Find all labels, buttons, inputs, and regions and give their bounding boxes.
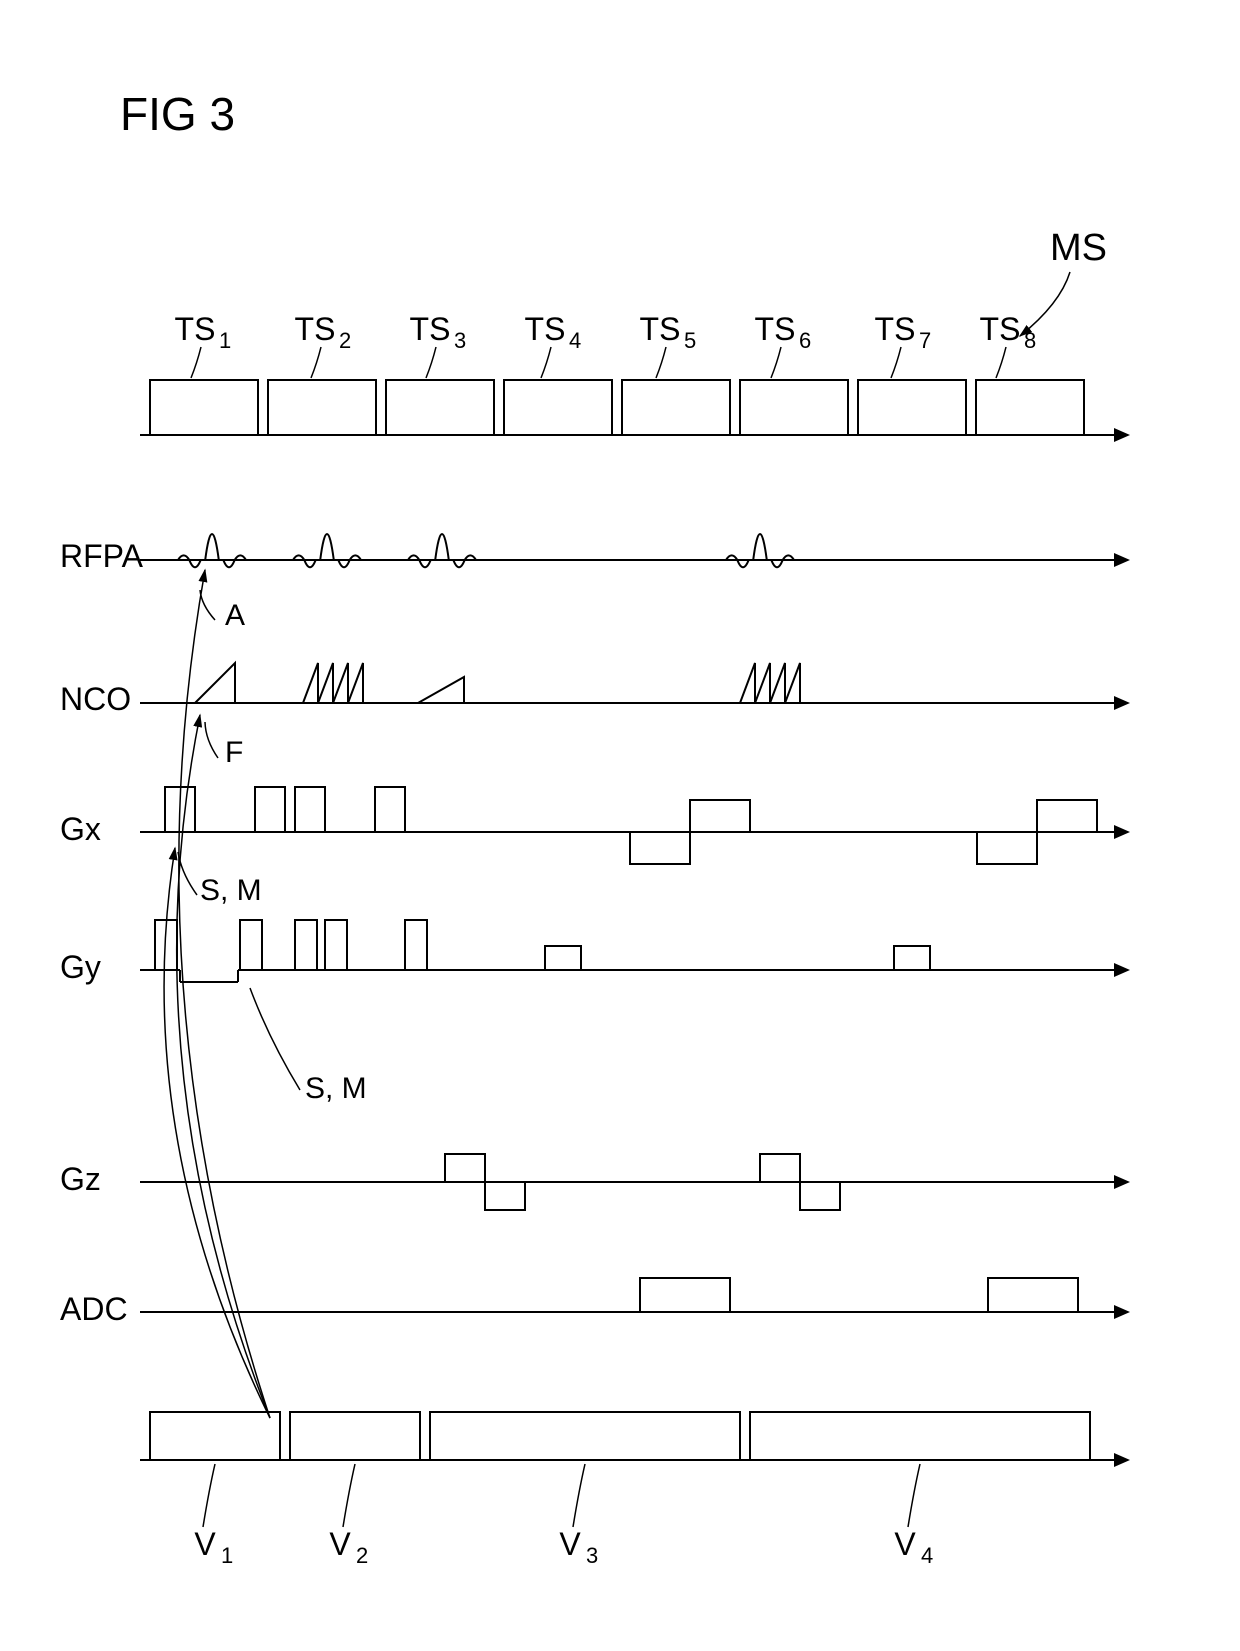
ms-arrow [1020,272,1070,336]
callout-label: A [225,599,245,632]
ts-label: TS2 [295,311,352,353]
row-label: NCO [60,681,131,717]
link-curve [179,570,270,1418]
figure-svg: FIG 3MSTS1TS2TS3TS4TS5TS6TS7TS8RFPANCOGx… [0,0,1240,1651]
v-box [290,1412,420,1460]
svg-text:V: V [329,1526,351,1562]
rf-pulse [293,534,361,567]
svg-text:TS: TS [755,311,796,347]
gy-pulse [325,920,347,970]
v-box [430,1412,740,1460]
callout-label: S, M [305,1072,367,1105]
v-box [750,1412,1090,1460]
svg-text:4: 4 [921,1543,933,1568]
svg-text:TS: TS [410,311,451,347]
ts-label: TS7 [875,311,932,353]
gy-pulse [405,920,427,970]
nco-ramp [740,663,800,703]
gx-pulse [255,787,285,832]
gx-pulse [295,787,325,832]
svg-text:4: 4 [569,328,581,353]
ts-box [386,380,494,435]
svg-text:7: 7 [919,328,931,353]
adc-window [640,1278,730,1312]
ts-label: TS5 [640,311,697,353]
ts-box [268,380,376,435]
row-label: Gz [60,1161,101,1197]
svg-text:V: V [894,1526,916,1562]
rf-pulse [408,534,476,567]
svg-text:6: 6 [799,328,811,353]
svg-text:TS: TS [175,311,216,347]
ts-label: TS8 [980,311,1037,353]
svg-text:V: V [559,1526,581,1562]
svg-text:3: 3 [586,1543,598,1568]
svg-text:TS: TS [295,311,336,347]
ts-row: TS1TS2TS3TS4TS5TS6TS7TS8 [150,311,1084,435]
adc-window [988,1278,1078,1312]
ts-label: TS3 [410,311,467,353]
svg-text:TS: TS [980,311,1021,347]
nco-ramp [195,663,235,703]
gy-pulse [240,920,262,970]
figure-label: FIG 3 [120,88,235,140]
ts-box [740,380,848,435]
row-label: ADC [60,1291,128,1327]
row-label: Gy [60,949,101,985]
ts-label: TS6 [755,311,812,353]
ts-box [622,380,730,435]
ts-box [858,380,966,435]
nco-ramp [303,663,363,703]
svg-text:1: 1 [221,1543,233,1568]
svg-text:3: 3 [454,328,466,353]
gx-pulse [375,787,405,832]
ts-box [150,380,258,435]
ts-box [976,380,1084,435]
svg-text:2: 2 [356,1543,368,1568]
svg-text:V: V [194,1526,216,1562]
gy-pulse [894,946,930,970]
nco-ramp [418,677,464,703]
ts-label: TS1 [175,311,232,353]
svg-text:1: 1 [219,328,231,353]
svg-text:2: 2 [339,328,351,353]
ts-label: TS4 [525,311,582,353]
gy-pulse [295,920,317,970]
svg-text:TS: TS [640,311,681,347]
row-label: Gx [60,811,101,847]
v-box [150,1412,280,1460]
ms-label: MS [1050,227,1107,269]
svg-text:5: 5 [684,328,696,353]
callout-label: F [225,736,243,769]
callout-label: S, M [200,874,262,907]
gy-pulse [545,946,581,970]
rf-pulse [178,534,246,567]
row-label: RFPA [60,538,144,574]
svg-text:TS: TS [525,311,566,347]
svg-text:8: 8 [1024,328,1036,353]
rf-pulse [726,534,794,567]
ts-box [504,380,612,435]
svg-text:TS: TS [875,311,916,347]
